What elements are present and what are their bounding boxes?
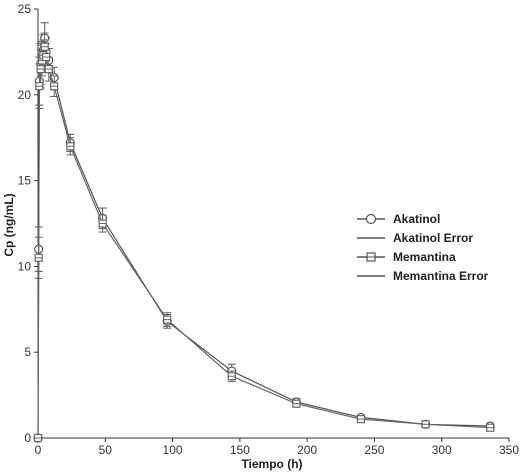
- legend-label: Akatinol Error: [393, 231, 473, 245]
- x-tick-label: 300: [432, 443, 452, 457]
- series-memantina: [33, 32, 495, 443]
- legend-item: Akatinol Error: [357, 231, 473, 245]
- legend-label: Memantina Error: [393, 269, 489, 283]
- legend-label: Memantina: [393, 250, 456, 264]
- legend-item: Memantina: [357, 250, 456, 264]
- y-tick-label: 20: [18, 88, 32, 102]
- y-tick-label: 5: [24, 345, 31, 359]
- x-axis-title: Tiempo (h): [241, 457, 302, 471]
- x-tick-label: 100: [163, 443, 183, 457]
- y-axis-title: Cp (ng/mL): [2, 193, 16, 256]
- y-tick-label: 25: [18, 2, 32, 16]
- axes: 0 50 100 150 200 250 300 350 0 5 10 15 20 25: [18, 2, 520, 457]
- legend-item: Memantina Error: [357, 269, 489, 283]
- legend: Akatinol Akatinol Error Memantina Memantina…: [357, 212, 489, 283]
- x-tick-label: 150: [230, 443, 250, 457]
- legend-item: Akatinol: [357, 212, 440, 226]
- y-tick-label: 0: [24, 431, 31, 445]
- y-tick-label: 10: [18, 259, 32, 273]
- x-tick-label: 250: [364, 443, 384, 457]
- legend-label: Akatinol: [393, 212, 440, 226]
- x-tick-label: 200: [297, 443, 317, 457]
- series-layer: [33, 22, 495, 443]
- y-tick-label: 15: [18, 174, 32, 188]
- x-tick-label: 50: [99, 443, 113, 457]
- x-tick-label: 350: [499, 443, 519, 457]
- x-tick-label: 0: [35, 443, 42, 457]
- legend-marker-circle: [365, 213, 377, 225]
